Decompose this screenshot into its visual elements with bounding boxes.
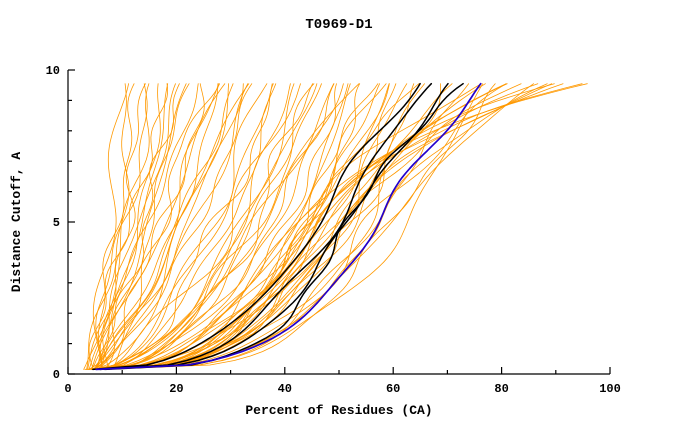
curve-server-models: [107, 83, 335, 370]
x-tick-label: 20: [169, 382, 183, 396]
curve-highlighted-models: [99, 82, 449, 371]
curve-server-models: [95, 83, 351, 370]
curve-server-models: [105, 83, 496, 370]
curve-server-models: [83, 83, 150, 370]
curve-server-models: [90, 83, 180, 370]
curve-server-models: [97, 83, 507, 370]
curve-server-models: [100, 83, 548, 370]
curve-server-models: [100, 83, 482, 370]
curve-server-models: [101, 83, 277, 370]
curve-server-models: [92, 83, 253, 370]
curve-server-models: [103, 83, 453, 370]
curve-server-models: [93, 83, 250, 370]
curves-layer: [83, 82, 588, 371]
curve-server-models: [98, 83, 313, 370]
curve-server-models: [95, 83, 148, 370]
curve-server-models: [96, 83, 344, 370]
curve-server-models: [99, 83, 176, 370]
curve-server-models: [101, 83, 420, 370]
curve-server-models: [111, 83, 190, 370]
curve-server-models: [88, 83, 226, 370]
curve-server-models: [96, 83, 205, 370]
curve-server-models: [98, 83, 484, 370]
curve-highlighted-models: [92, 82, 421, 371]
x-tick-label: 60: [386, 382, 400, 396]
curve-server-models: [97, 83, 469, 370]
curve-server-models: [96, 83, 390, 370]
curve-server-models: [91, 83, 295, 370]
curve-server-models: [87, 83, 534, 370]
y-tick-label: 10: [46, 64, 60, 78]
curve-server-models: [91, 83, 360, 370]
curve-server-models: [102, 83, 315, 370]
axes-layer: 0 20 40 60 80 100 0 5 10: [46, 64, 621, 396]
curve-server-models: [106, 83, 408, 370]
curve-server-models: [92, 83, 322, 370]
curve-server-models: [101, 83, 390, 370]
curve-highlighted-models: [104, 82, 464, 371]
curve-server-models: [93, 83, 244, 370]
curve-server-models: [98, 83, 268, 370]
x-tick-label: 80: [494, 382, 508, 396]
x-axis-label: Percent of Residues (CA): [245, 403, 432, 418]
y-tick-label: 0: [53, 368, 60, 382]
curve-server-models: [84, 83, 507, 370]
curve-server-models: [87, 83, 199, 370]
y-tick-label: 5: [53, 216, 60, 230]
curve-server-models: [95, 83, 274, 370]
curve-server-models: [91, 83, 361, 370]
y-axis-label: Distance Cutoff, A: [9, 152, 24, 293]
curve-server-models: [93, 83, 234, 370]
curve-server-models: [92, 83, 129, 370]
x-tick-label: 0: [64, 382, 71, 396]
curve-server-models: [99, 83, 301, 370]
curve-server-models: [97, 83, 583, 370]
curve-server-models: [95, 83, 169, 370]
curve-server-models: [88, 83, 555, 370]
curve-server-models: [105, 83, 220, 370]
curve-server-models: [96, 83, 588, 370]
curve-server-models: [92, 83, 249, 370]
curve-server-models: [88, 83, 168, 370]
curve-server-models: [98, 83, 539, 370]
curve-server-models: [96, 83, 335, 370]
curve-server-models: [102, 83, 146, 370]
curve-best-model: [95, 82, 482, 371]
x-tick-label: 100: [599, 382, 621, 396]
curve-server-models: [99, 83, 273, 370]
curve-server-models: [93, 83, 219, 370]
chart-title: T0969-D1: [305, 17, 372, 33]
curve-server-models: [88, 83, 349, 370]
x-tick-label: 40: [278, 382, 292, 396]
curve-server-models: [106, 83, 415, 370]
